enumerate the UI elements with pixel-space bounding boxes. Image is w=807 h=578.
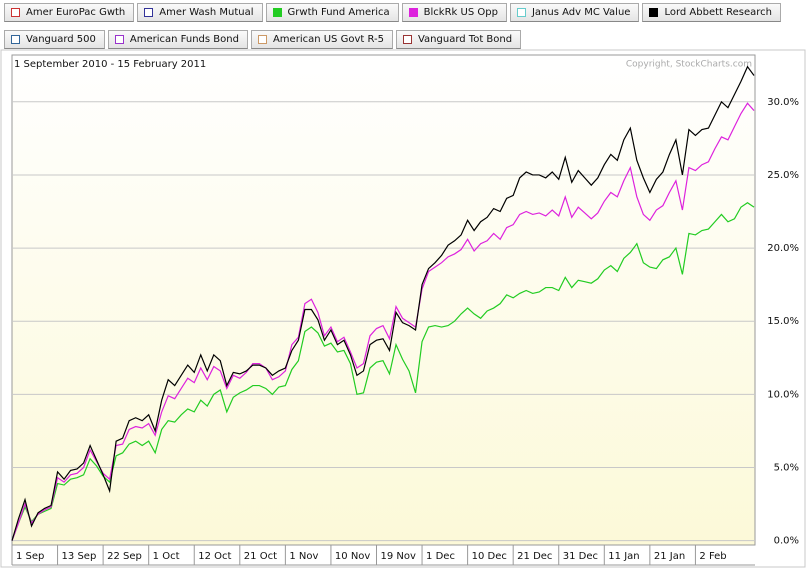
legend-swatch (649, 8, 659, 17)
legend-tab[interactable]: Grwth Fund America (265, 3, 399, 22)
x-tick-label: 21 Oct (244, 551, 277, 562)
y-tick-label: 20.0% (767, 243, 799, 254)
x-tick-label: 10 Dec (472, 551, 507, 562)
x-tick-label: 1 Nov (289, 551, 318, 562)
legend-swatch (408, 8, 418, 17)
legend-swatch (257, 35, 267, 44)
y-tick-label: 5.0% (774, 462, 799, 473)
legend-tab[interactable]: Amer Wash Mutual (137, 3, 263, 22)
legend-tab[interactable]: American Funds Bond (107, 30, 248, 49)
y-tick-label: 25.0% (767, 170, 799, 181)
legend-swatch (402, 35, 412, 44)
legend-swatch (11, 8, 20, 17)
copyright: Copyright, StockCharts.com (626, 60, 752, 70)
legend-swatch (144, 8, 154, 17)
x-tick-label: 21 Jan (654, 551, 685, 562)
x-tick-label: 31 Dec (563, 551, 598, 562)
legend-tab[interactable]: Lord Abbett Research (642, 3, 782, 22)
x-tick-label: 1 Sep (16, 551, 44, 562)
legend-label: American US Govt R-5 (272, 34, 384, 45)
x-tick-label: 21 Dec (517, 551, 552, 562)
legend-swatch (272, 8, 282, 17)
legend-label: American Funds Bond (129, 34, 239, 45)
legend-label: Amer Wash Mutual (159, 7, 254, 18)
x-tick-label: 13 Sep (62, 551, 97, 562)
plot-area (11, 54, 756, 546)
legend-label: Lord Abbett Research (664, 7, 773, 18)
series-line (11, 102, 755, 541)
x-tick-label: 1 Dec (426, 551, 455, 562)
legend-tab[interactable]: Vanguard Tot Bond (395, 30, 522, 49)
series-line (11, 65, 755, 541)
x-tick-label: 12 Oct (198, 551, 231, 562)
legend-label: BlckRk US Opp (423, 7, 498, 18)
x-tick-label: 2 Feb (699, 551, 726, 562)
legend-tab[interactable]: American US Govt R-5 (250, 30, 393, 49)
legend-tab[interactable]: Vanguard 500 (4, 30, 105, 49)
x-tick-label: 11 Jan (608, 551, 639, 562)
legend: Amer EuroPac Gwth Amer Wash Mutual Grwth F… (4, 3, 804, 49)
legend-label: Grwth Fund America (287, 7, 390, 18)
x-tick-label: 1 Oct (153, 551, 180, 562)
legend-tab[interactable]: BlckRk US Opp (401, 3, 507, 22)
y-tick-label: 10.0% (767, 389, 799, 400)
legend-label: Vanguard 500 (26, 34, 96, 45)
x-tick-label: 22 Sep (107, 551, 142, 562)
y-tick-label: 15.0% (767, 316, 799, 327)
legend-label: Janus Adv MC Value (531, 7, 631, 18)
legend-label: Amer EuroPac Gwth (26, 7, 126, 18)
x-tick-label: 10 Nov (335, 551, 371, 562)
legend-tab[interactable]: Amer EuroPac Gwth (4, 3, 135, 22)
x-tick-label: 19 Nov (380, 551, 416, 562)
legend-tab[interactable]: Janus Adv MC Value (509, 3, 640, 22)
subtitle: 1 September 2010 - 15 February 2011 (14, 59, 206, 70)
y-tick-label: 30.0% (767, 97, 799, 108)
legend-label: Vanguard Tot Bond (417, 34, 513, 45)
legend-swatch (516, 8, 526, 17)
series-line (11, 202, 755, 541)
legend-swatch (114, 35, 124, 44)
y-tick-label: 0.0% (774, 536, 799, 547)
legend-swatch (11, 35, 20, 44)
